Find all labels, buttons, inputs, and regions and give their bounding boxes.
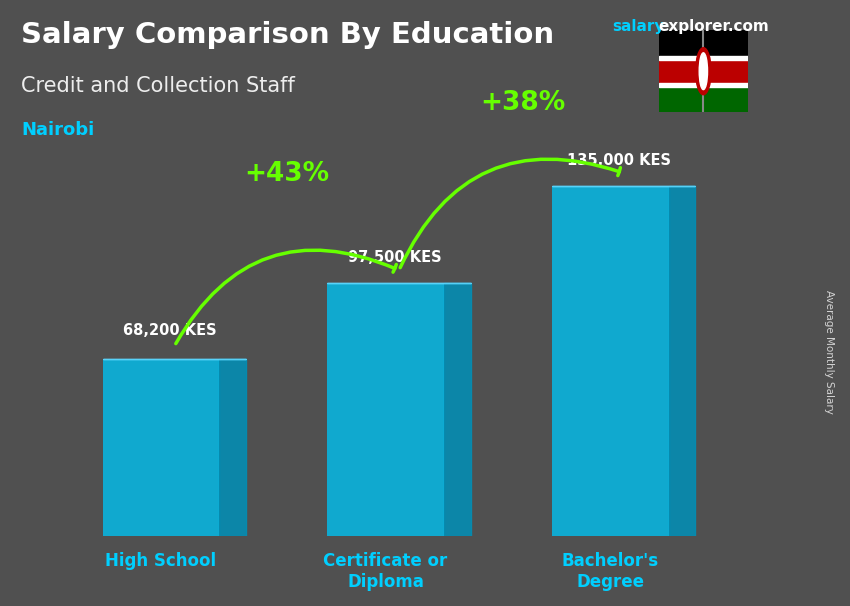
Text: salary: salary	[612, 19, 665, 35]
Bar	[659, 56, 748, 60]
Text: 68,200 KES: 68,200 KES	[123, 323, 217, 338]
Bar	[659, 30, 748, 58]
Text: Nairobi: Nairobi	[21, 121, 94, 139]
Text: Credit and Collection Staff: Credit and Collection Staff	[21, 76, 295, 96]
Text: +43%: +43%	[244, 161, 329, 187]
Text: 135,000 KES: 135,000 KES	[567, 153, 672, 168]
Text: 97,500 KES: 97,500 KES	[348, 250, 441, 265]
Polygon shape	[219, 359, 246, 536]
Bar	[552, 186, 668, 536]
Bar	[659, 58, 748, 85]
Bar	[659, 82, 748, 87]
Text: explorer.com: explorer.com	[659, 19, 769, 35]
Text: +38%: +38%	[480, 90, 565, 116]
Bar	[659, 85, 748, 112]
Ellipse shape	[700, 53, 707, 90]
Polygon shape	[444, 283, 471, 536]
Text: Average Monthly Salary: Average Monthly Salary	[824, 290, 834, 413]
Bar	[327, 283, 444, 536]
Polygon shape	[668, 186, 695, 536]
Ellipse shape	[695, 48, 711, 95]
Bar	[103, 359, 219, 536]
Text: Salary Comparison By Education: Salary Comparison By Education	[21, 21, 554, 49]
